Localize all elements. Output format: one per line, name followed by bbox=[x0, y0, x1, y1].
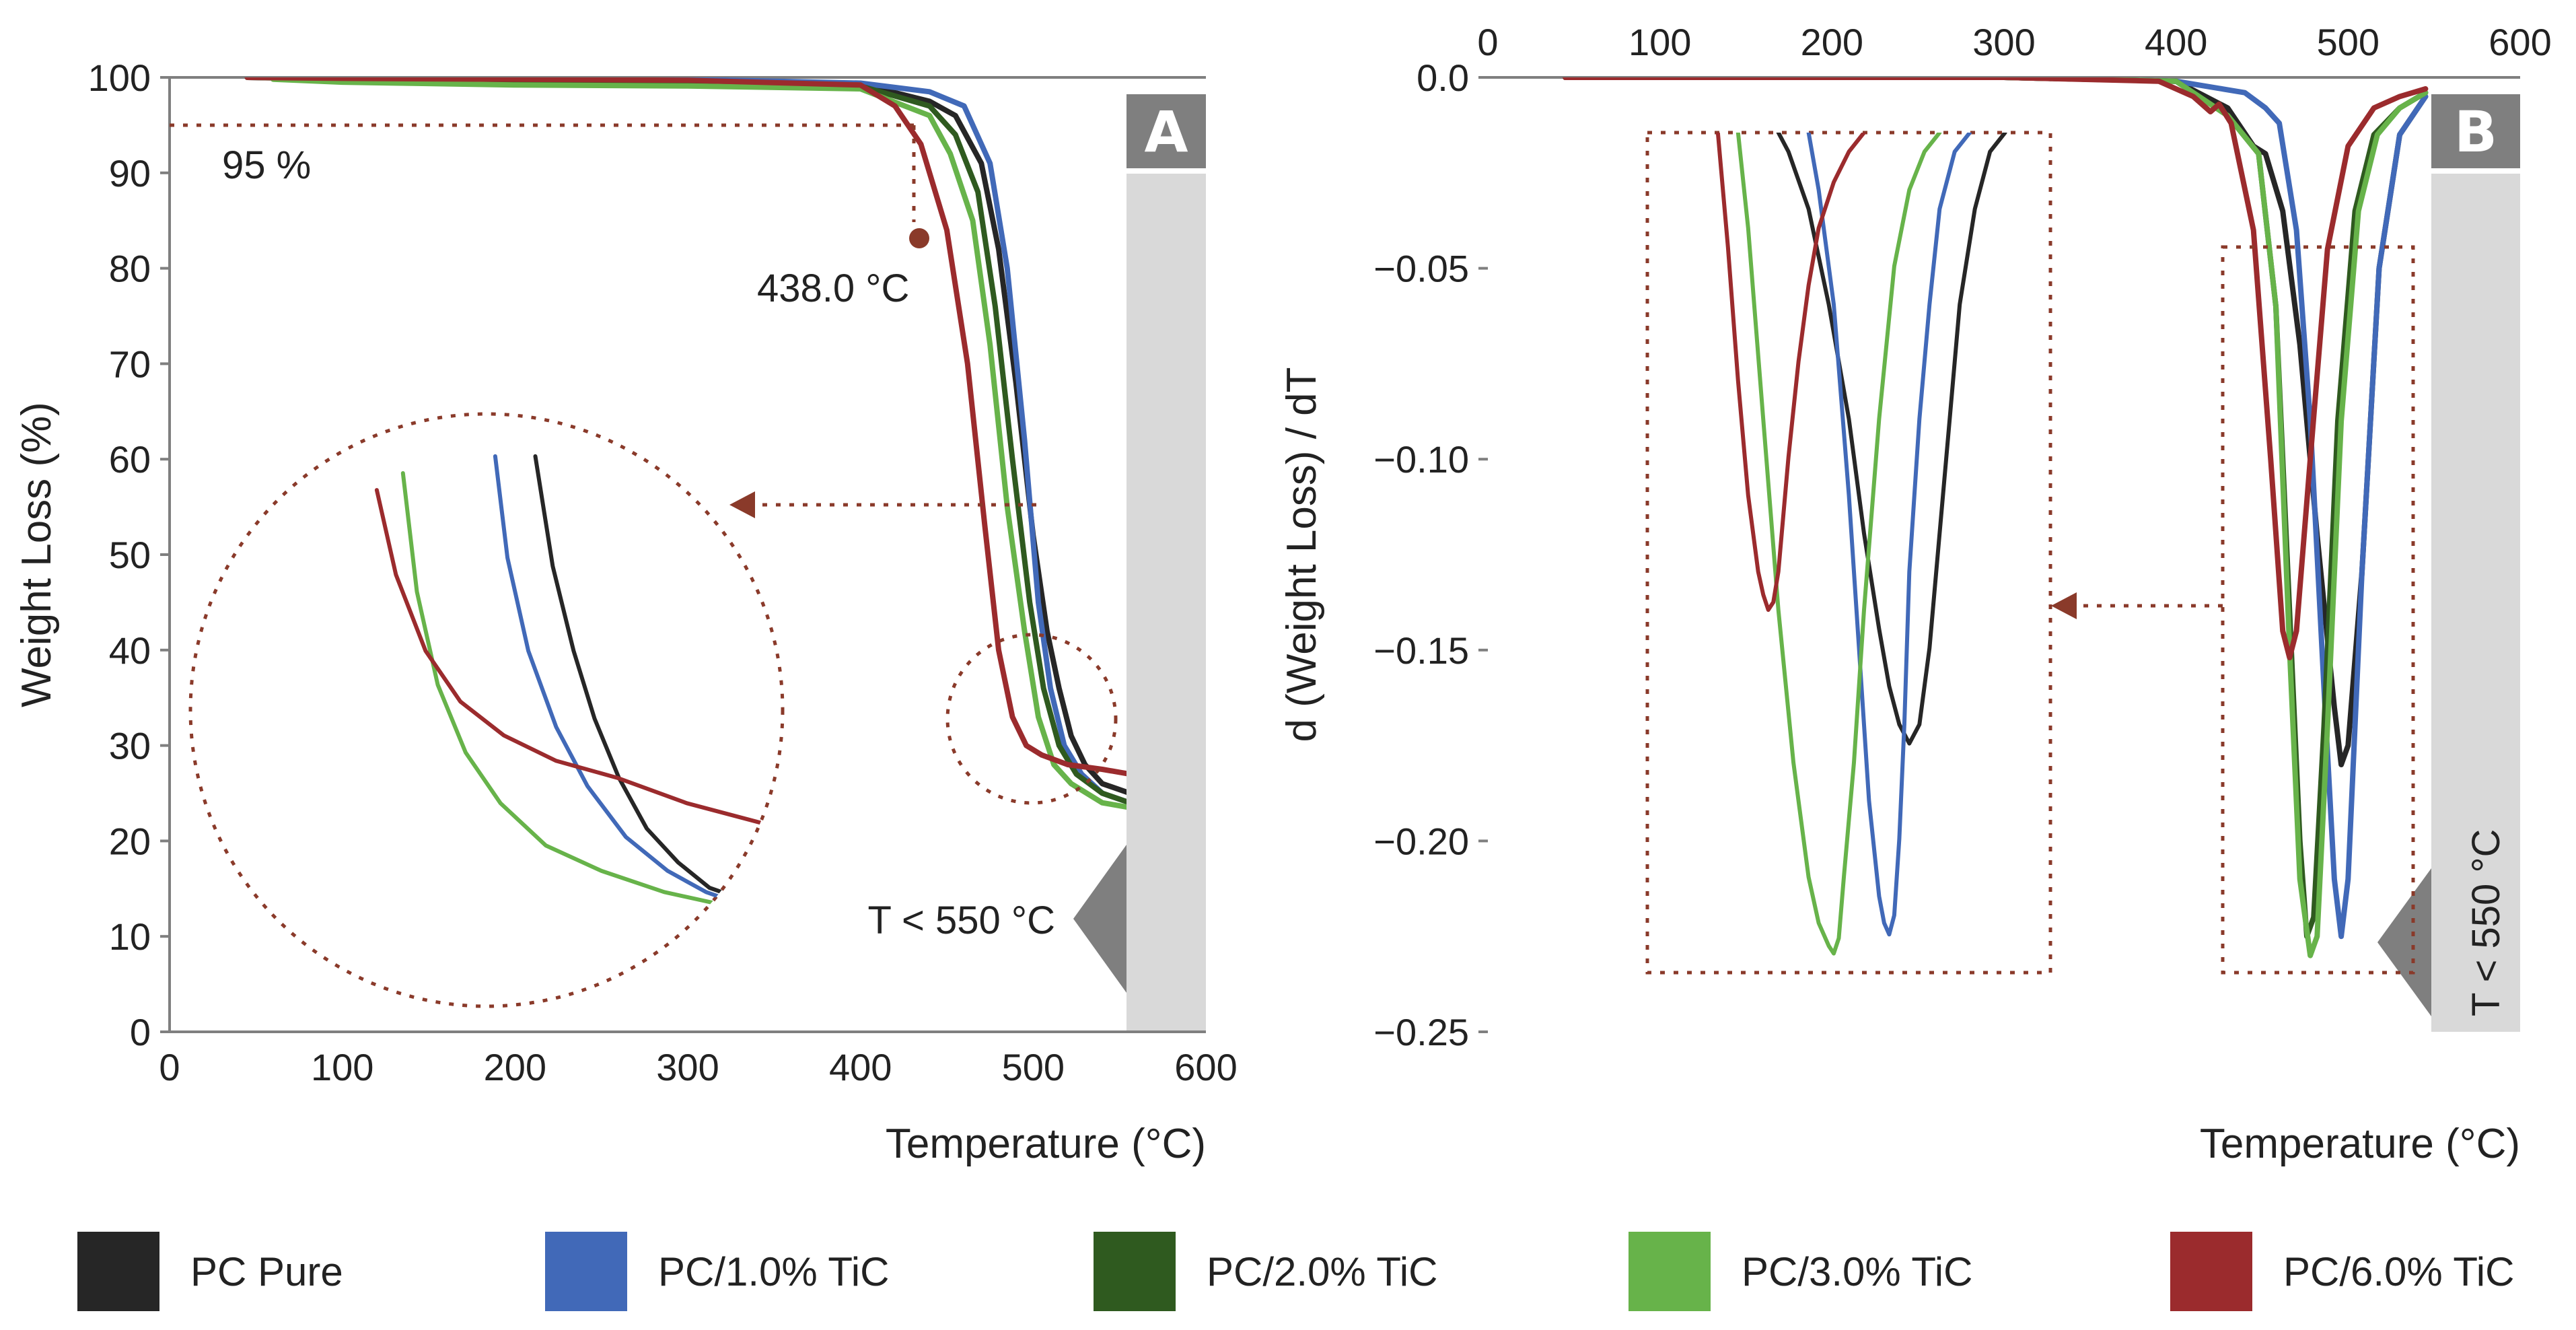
panel-a-y-tick-label: 40 bbox=[109, 629, 151, 672]
panel-b-inset-box bbox=[1645, 131, 2052, 975]
panel-b-y-tick-label: −0.10 bbox=[1373, 438, 1469, 481]
panel-a-x-tick-label: 0 bbox=[159, 1046, 180, 1088]
panel-a-inset-series bbox=[374, 454, 783, 907]
panel-b: B T < 550 °C 0 100 200 300 400 500 600 0.0 −0.05… bbox=[1279, 21, 2552, 1167]
panel-b-axes: 0 100 200 300 400 500 600 0.0 −0.05 −0.10 −0.15 −0.… bbox=[1279, 21, 2552, 1167]
panel-b-inset-series bbox=[1715, 133, 2007, 956]
legend-swatch bbox=[2170, 1232, 2252, 1311]
panel-a-zoom-region bbox=[945, 633, 1118, 805]
panel-a-cutoff-label: T < 550 °C bbox=[868, 899, 1055, 942]
panel-a-x-tick-label: 200 bbox=[484, 1046, 546, 1088]
panel-a-y-tick-label: 0 bbox=[130, 1011, 151, 1053]
legend-label: PC/6.0% TiC bbox=[2283, 1249, 2514, 1294]
legend-label: PC Pure bbox=[190, 1249, 343, 1294]
panel-b-letter: B bbox=[2454, 99, 2497, 165]
panel-a-series-line bbox=[271, 77, 1126, 810]
panel-b-y-tick-label: −0.20 bbox=[1373, 820, 1469, 862]
legend-label: PC/2.0% TiC bbox=[1207, 1249, 1437, 1294]
panel-a-series-line bbox=[244, 77, 1126, 777]
panel-a-inset-line bbox=[493, 454, 733, 903]
panel-a-y-tick-label: 60 bbox=[109, 438, 151, 481]
panel-a-y-tick-label: 50 bbox=[109, 534, 151, 576]
legend-label: PC/3.0% TiC bbox=[1742, 1249, 1972, 1294]
panel-b-x-tick-label: 200 bbox=[1801, 21, 1863, 63]
panel-a-y-tick-label: 20 bbox=[109, 820, 151, 862]
panel-a-95-label: 95 % bbox=[222, 143, 311, 187]
panel-b-series-line bbox=[1563, 77, 2429, 958]
panel-a-series-line bbox=[244, 77, 1126, 805]
panel-a-inset-circle bbox=[188, 412, 785, 1008]
panel-b-x-tick-label: 100 bbox=[1629, 21, 1691, 63]
panel-b-inset-line bbox=[1715, 133, 1866, 612]
panel-b-zoom-region bbox=[2221, 245, 2415, 975]
panel-a-series bbox=[244, 77, 1126, 810]
panel-a-x-tick-label: 500 bbox=[1002, 1046, 1065, 1088]
panel-a-label-box bbox=[1126, 94, 1206, 168]
panel-b-x-tick-label: 600 bbox=[2489, 21, 2551, 63]
panel-b-zoom-arrow-head bbox=[2051, 592, 2077, 619]
legend-swatch bbox=[1629, 1232, 1711, 1311]
panel-a-cutoff-band bbox=[1126, 174, 1206, 1032]
panel-b-cutoff-label: T < 550 °C bbox=[2464, 829, 2508, 1016]
panel-a-cutoff-marker bbox=[1073, 845, 1126, 993]
panel-b-x-axis-title: Temperature (°C) bbox=[2200, 1121, 2520, 1167]
panel-b-label-box bbox=[2431, 94, 2520, 168]
panel-b-cutoff-marker bbox=[2377, 868, 2431, 1016]
panel-b-series-line bbox=[1563, 77, 2429, 661]
panel-a-inset-line bbox=[400, 471, 724, 907]
panel-b-x-tick-label: 0 bbox=[1477, 21, 1498, 63]
panel-a-y-tick-label: 70 bbox=[109, 343, 151, 385]
panel-b-y-axis-title: d (Weight Loss) / dT bbox=[1279, 367, 1325, 742]
panel-a-y-tick-label: 10 bbox=[109, 915, 151, 958]
panel-b-cutoff-band bbox=[2431, 174, 2520, 1032]
panel-b-y-tick-label: 0.0 bbox=[1417, 57, 1469, 99]
panel-a-x-axis-title: Temperature (°C) bbox=[886, 1121, 1206, 1167]
panel-a-y-axis-title: Weight Loss (%) bbox=[13, 402, 60, 707]
panel-b-x-tick-label: 400 bbox=[2145, 21, 2207, 63]
legend: PC Pure PC/1.0% TiC PC/2.0% TiC PC/3.0% TiC… bbox=[77, 1232, 2514, 1311]
panel-a-y-tick-label: 80 bbox=[109, 248, 151, 290]
panel-a-zoom-arrow-head bbox=[729, 491, 755, 518]
panel-a-letter: A bbox=[1144, 99, 1188, 165]
panel-b-y-tick-label: −0.15 bbox=[1373, 629, 1469, 672]
panel-b-inset-line bbox=[1806, 133, 1972, 937]
panel-a-y-tick-label: 90 bbox=[109, 152, 151, 195]
panel-a: A T < 550 °C 0 100 200 300 400 500 600 0 10 20 30 4… bbox=[13, 57, 1238, 1167]
panel-b-series bbox=[1563, 77, 2429, 958]
panel-a-x-tick-label: 600 bbox=[1174, 1046, 1237, 1088]
panel-a-y-tick-label: 30 bbox=[109, 725, 151, 767]
panel-b-y-tick-label: −0.25 bbox=[1373, 1011, 1469, 1053]
panel-a-inset-line bbox=[374, 488, 783, 831]
panel-b-y-tick-label: −0.05 bbox=[1373, 248, 1469, 290]
panel-b-x-tick-label: 500 bbox=[2317, 21, 2380, 63]
legend-swatch bbox=[1094, 1232, 1176, 1311]
legend-label: PC/1.0% TiC bbox=[658, 1249, 889, 1294]
panel-b-series-line bbox=[1563, 77, 2429, 940]
panel-b-x-tick-label: 300 bbox=[1972, 21, 2035, 63]
panel-a-x-tick-label: 100 bbox=[311, 1046, 373, 1088]
panel-a-onset-marker bbox=[909, 228, 929, 248]
legend-swatch bbox=[77, 1232, 159, 1311]
panel-a-y-tick-label: 100 bbox=[88, 57, 151, 99]
panel-a-x-tick-label: 400 bbox=[829, 1046, 892, 1088]
panel-a-x-tick-label: 300 bbox=[656, 1046, 719, 1088]
panel-a-onset-label: 438.0 °C bbox=[757, 267, 909, 310]
legend-swatch bbox=[545, 1232, 627, 1311]
